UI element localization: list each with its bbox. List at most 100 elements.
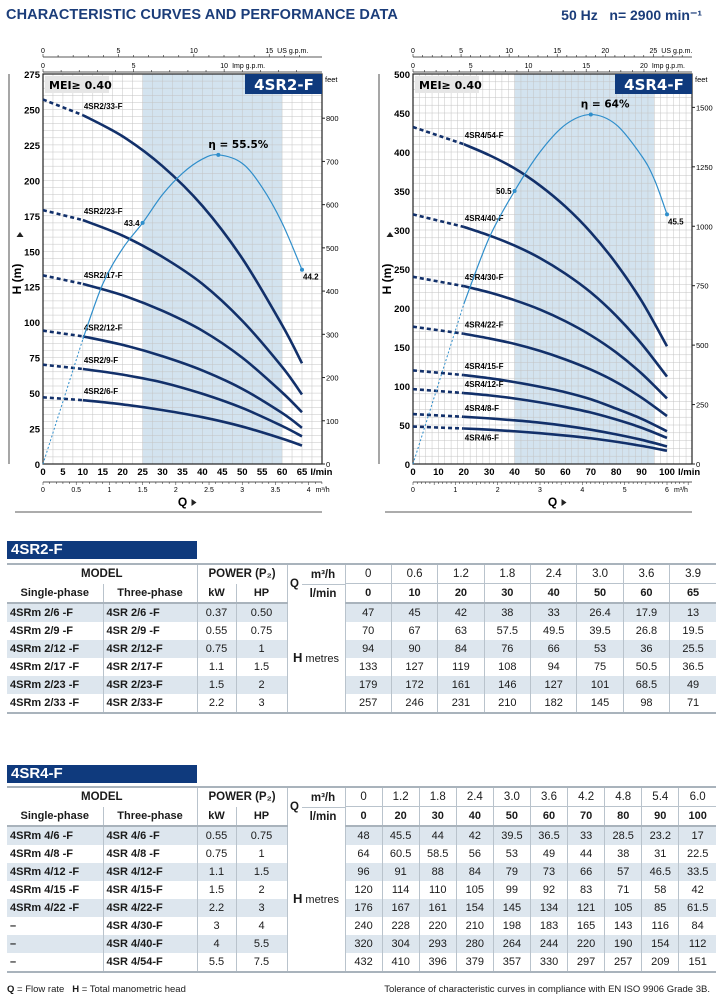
x-tick-label: 20 xyxy=(117,467,128,478)
curve-label: 4SR4/54-F xyxy=(465,131,504,140)
usgpm-tick-label: 20 xyxy=(601,48,609,55)
x-tick-label: 30 xyxy=(484,467,495,478)
head-value: 66 xyxy=(530,640,578,658)
power-hp: 4 xyxy=(236,917,288,935)
efficiency-start-label: 43.4 xyxy=(124,219,140,228)
x-tick-label: 5 xyxy=(60,467,66,478)
table-row: 4SRm 2/33 -F 4SR 2/33-F 2.2 3 257 246 231 210 18… xyxy=(7,694,716,714)
y-axis-label: H (m) xyxy=(380,264,394,295)
curve-4SR4/6-F xyxy=(463,427,668,453)
single-phase-model: – xyxy=(7,935,104,953)
q-m3h-value: 0 xyxy=(345,786,383,807)
header-row: Single-phase Three-phase kW HP 0 20 30 40 50 60 70… xyxy=(7,806,716,827)
y-tick-label: 275 xyxy=(24,70,41,81)
head-value: 304 xyxy=(382,935,420,953)
curve-label: 4SR2/6-F xyxy=(84,387,118,396)
curve-dashed-4SR2/23-F xyxy=(42,208,84,222)
model-header: MODEL xyxy=(7,563,198,584)
table-title-4sr4: 4SR4-F xyxy=(7,765,197,783)
head-value: 145 xyxy=(493,899,531,917)
usgpm-tick-label: 5 xyxy=(459,48,463,55)
three-phase-model: 4SR 2/12-F xyxy=(103,640,198,658)
head-value: 26.8 xyxy=(623,622,671,640)
q-m3h-value: 5.4 xyxy=(641,786,680,807)
chart-title: 4SR4-F xyxy=(624,76,684,94)
curve-4SR4/40-F xyxy=(463,225,669,378)
table-row: 4SRm 4/8 -F 4SR 4/8 -F 0.75 1 64 60.5 58.5 56 53… xyxy=(7,845,716,863)
power-hp: 7.5 xyxy=(236,953,288,973)
head-value: 105 xyxy=(456,881,494,899)
single-phase-model: 4SRm 2/12 -F xyxy=(7,640,104,658)
feet-tick-label: 300 xyxy=(326,330,339,339)
arrow-up-icon xyxy=(16,232,24,237)
head-value: 297 xyxy=(567,953,606,973)
table-row: 4SRm 4/6 -F 4SR 4/6 -F 0.55 0.75 H metres 48 4… xyxy=(7,826,716,973)
head-value: 79 xyxy=(493,863,531,881)
q-m3h-value: 4.2 xyxy=(567,786,606,807)
x-tick-label: 45 xyxy=(217,467,228,478)
m3h-tick-label: 1 xyxy=(107,487,111,494)
feet-tick-label: 600 xyxy=(326,201,339,210)
usgpm-unit: US g.p.m. xyxy=(277,48,308,55)
curve-dashed-4SR2/12-F xyxy=(42,329,84,338)
y-tick-label: 300 xyxy=(394,226,410,237)
single-phase-model: 4SRm 4/22 -F xyxy=(7,899,104,917)
q-lmin-value: 0 xyxy=(345,806,383,827)
head-value: 23.2 xyxy=(641,826,680,845)
head-value: 127 xyxy=(530,676,578,694)
curve-dashed-4SR4/6-F xyxy=(412,425,464,430)
power-kw: 0.75 xyxy=(197,845,237,863)
h-metres-label: H metres xyxy=(287,826,346,973)
curve-4SR4/22-F xyxy=(463,332,668,418)
three-phase-model: 4SR 4/54-F xyxy=(103,953,198,973)
head-value: 70 xyxy=(345,622,392,640)
q-lmin-value: 100 xyxy=(678,806,716,827)
head-value: 45.5 xyxy=(382,826,420,845)
power-kw: 1.1 xyxy=(197,658,237,676)
metres-unit: metres xyxy=(305,894,340,906)
feet-tick-label: 400 xyxy=(326,287,339,296)
hp-header: HP xyxy=(236,806,288,827)
head-value: 105 xyxy=(604,899,643,917)
q-lmin-value: 10 xyxy=(391,583,439,604)
curve-4SR2/12-F xyxy=(82,335,303,429)
x-tick-label: 40 xyxy=(509,467,520,478)
feet-tick-label: 0 xyxy=(326,460,330,469)
q-m3h-value: 2.4 xyxy=(456,786,494,807)
q-m3h-value: 1.2 xyxy=(382,786,420,807)
single-phase-model: 4SRm 4/8 -F xyxy=(7,845,104,863)
head-value: 44 xyxy=(419,826,457,845)
single-phase-model: 4SRm 4/12 -F xyxy=(7,863,104,881)
three-phase-model: 4SR 4/8 -F xyxy=(103,845,198,863)
mei-badge xyxy=(45,76,109,93)
m3h-unit: m³/h xyxy=(674,487,688,494)
head-value: 145 xyxy=(576,694,624,714)
q-m3h-value: 3.6 xyxy=(623,563,671,584)
head-value: 71 xyxy=(669,694,716,714)
q-m3h-value: 1.2 xyxy=(437,563,485,584)
y-tick-label: 125 xyxy=(24,283,41,294)
power-kw: 2.2 xyxy=(197,694,237,714)
m3h-tick-label: 2 xyxy=(174,487,178,494)
m3h-tick-label: 6 xyxy=(665,487,669,494)
power-hp: 5.5 xyxy=(236,935,288,953)
legend-q-text: = Flow rate xyxy=(14,984,65,995)
power-kw: 0.55 xyxy=(197,622,237,640)
head-value: 240 xyxy=(345,917,383,935)
usgpm-tick-label: 15 xyxy=(553,48,561,55)
y-tick-label: 400 xyxy=(394,148,410,159)
power-hp: 3 xyxy=(236,899,288,917)
usgpm-tick-label: 5 xyxy=(116,48,120,55)
curve-4SR2/23-F xyxy=(82,218,304,396)
three-phase-model: 4SR 4/12-F xyxy=(103,863,198,881)
x-tick-label: 80 xyxy=(611,467,622,478)
feet-tick-label: 750 xyxy=(696,282,709,291)
curve-dashed-4SR4/30-F xyxy=(412,275,465,288)
q-lmin-value: 50 xyxy=(493,806,531,827)
kw-header: kW xyxy=(197,806,237,827)
single-phase-model: 4SRm 2/17 -F xyxy=(7,658,104,676)
feet-tick-label: 700 xyxy=(326,157,339,166)
head-value: 19.5 xyxy=(682,625,704,637)
table-row: 4SRm 2/6 -F 4SR 2/6 -F 0.37 0.50 H metres 47 4… xyxy=(7,603,716,714)
head-value: 257 xyxy=(345,694,392,714)
